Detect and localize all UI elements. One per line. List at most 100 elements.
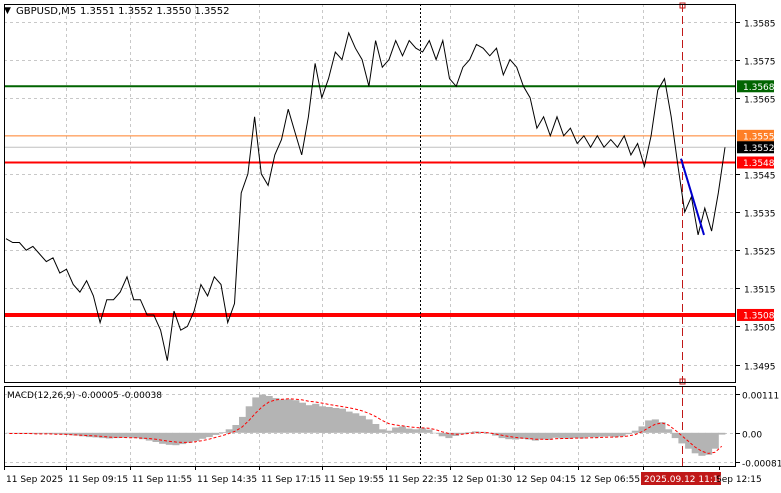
macd-histogram-bar bbox=[558, 432, 566, 439]
macd-histogram-bar bbox=[99, 432, 107, 439]
macd-histogram-bar bbox=[512, 432, 520, 440]
time-tick-label: 11 Sep 22:35 bbox=[388, 475, 448, 485]
macd-histogram-bar bbox=[611, 432, 619, 438]
macd-histogram-bar bbox=[398, 426, 406, 433]
level-price-label: 1.3568 bbox=[743, 83, 775, 93]
macd-histogram-bar bbox=[212, 432, 220, 435]
macd-histogram-bar bbox=[531, 432, 539, 441]
price-tick-label: 1.3575 bbox=[744, 58, 776, 68]
macd-histogram-bar bbox=[39, 432, 47, 434]
price-tick-label: 1.3585 bbox=[744, 20, 776, 30]
macd-histogram-bar bbox=[232, 425, 240, 433]
macd-histogram-bar bbox=[432, 432, 440, 434]
macd-panel-frame bbox=[4, 386, 736, 467]
macd-histogram-bar bbox=[392, 427, 400, 433]
macd-histogram-bar bbox=[272, 398, 280, 433]
macd-tick-label: 0.00 bbox=[742, 431, 762, 441]
macd-histogram-bar bbox=[312, 403, 320, 433]
price-line bbox=[5, 31, 726, 361]
macd-histogram-bar bbox=[65, 432, 73, 435]
macd-histogram-bar bbox=[185, 432, 193, 443]
macd-histogram-bar bbox=[352, 413, 360, 433]
macd-histogram-bar bbox=[472, 431, 480, 433]
macd-histogram-bar bbox=[105, 432, 113, 439]
macd-histogram-bar bbox=[265, 396, 273, 433]
price-tick-label: 1.3545 bbox=[744, 172, 776, 182]
collapse-triangle-icon[interactable]: ▼ bbox=[4, 6, 11, 16]
macd-histogram-bar bbox=[19, 432, 27, 434]
time-cursor-badge bbox=[641, 472, 721, 485]
macd-histogram-bar bbox=[219, 432, 227, 433]
macd-histogram-bar bbox=[691, 432, 699, 454]
level-price-badge bbox=[737, 80, 774, 93]
macd-histogram-bar bbox=[239, 416, 247, 433]
macd-panel bbox=[6, 394, 726, 456]
price-tick-label: 1.3495 bbox=[744, 363, 776, 373]
price-tick-label: 1.3515 bbox=[744, 286, 776, 296]
macd-histogram-bar bbox=[378, 429, 386, 433]
time-cursor-label: 2025.09.12 11:10 bbox=[644, 475, 725, 485]
macd-histogram-bar bbox=[671, 432, 679, 439]
chart-header: ▼ GBPUSD,M5 1.3551 1.3552 1.3550 1.3552 bbox=[4, 6, 230, 17]
macd-tick-label: -0.00081 bbox=[742, 460, 781, 470]
trend-segment[interactable] bbox=[680, 158, 705, 236]
current-price-badge bbox=[737, 141, 774, 154]
macd-histogram-bar bbox=[538, 432, 546, 440]
macd-histogram-bar bbox=[305, 405, 313, 433]
macd-histogram-bar bbox=[172, 432, 180, 446]
macd-histogram-bar bbox=[591, 432, 599, 438]
time-tick-label: 11 Sep 2025 bbox=[6, 475, 63, 485]
macd-histogram-bar bbox=[165, 432, 173, 445]
macd-histogram-bar bbox=[45, 432, 53, 434]
level-price-label: 1.3548 bbox=[743, 159, 775, 169]
price-series bbox=[5, 31, 726, 361]
price-axis: 1.3585 1.3575 1.3565 1.3545 1.3535 1.3525 1.35… bbox=[736, 20, 781, 470]
level-price-badge bbox=[737, 129, 774, 142]
level-price-label: 1.3555 bbox=[743, 132, 775, 142]
price-tick-label: 1.3525 bbox=[744, 248, 776, 258]
time-axis: 11 Sep 2025 11 Sep 09:15 11 Sep 11:55 11 Se… bbox=[4, 466, 762, 485]
macd-histogram-bar bbox=[465, 432, 473, 433]
macd-histogram-bar bbox=[651, 419, 659, 433]
macd-histogram-bar bbox=[92, 432, 100, 438]
macd-histogram-bar bbox=[631, 430, 639, 433]
macd-histogram-bar bbox=[358, 415, 366, 433]
macd-histogram-bar bbox=[85, 432, 93, 438]
macd-histogram-bar bbox=[571, 432, 579, 439]
macd-histogram-bar bbox=[292, 400, 300, 433]
macd-histogram-bar bbox=[139, 432, 147, 440]
time-tick-label: 11 Sep 17:15 bbox=[261, 475, 321, 485]
event-marker-handle[interactable] bbox=[679, 2, 686, 9]
event-marker-handle[interactable] bbox=[679, 378, 686, 385]
level-price-badge bbox=[737, 156, 774, 169]
macd-histogram-bar bbox=[425, 429, 433, 433]
current-price-label: 1.3552 bbox=[743, 144, 775, 154]
macd-histogram-bar bbox=[578, 432, 586, 439]
macd-histogram-bar bbox=[405, 428, 413, 433]
macd-tick-label: 0.00111 bbox=[742, 392, 779, 402]
macd-label: MACD(12,26,9) -0.00005 -0.00038 bbox=[7, 391, 162, 401]
macd-histogram-bar bbox=[52, 432, 60, 435]
time-tick-label: 12 Sep 06:55 bbox=[580, 475, 640, 485]
macd-histogram-bar bbox=[598, 432, 606, 437]
macd-histogram-bar bbox=[345, 411, 353, 433]
time-tick-label: 12 Sep 01:30 bbox=[452, 475, 512, 485]
macd-histogram-bar bbox=[545, 432, 553, 440]
price-tick-label: 1.3535 bbox=[744, 210, 776, 220]
time-tick-label: 12 Sep 04:15 bbox=[516, 475, 576, 485]
macd-histogram-bar bbox=[618, 432, 626, 437]
macd-histogram-bar bbox=[179, 432, 187, 445]
macd-signal-line bbox=[9, 398, 723, 454]
macd-histogram-bar bbox=[199, 432, 207, 439]
macd-histogram-bar bbox=[711, 432, 719, 449]
macd-histogram-bar bbox=[145, 432, 153, 441]
macd-histogram-bar bbox=[332, 408, 340, 433]
macd-histogram-bar bbox=[112, 432, 120, 439]
macd-histogram-bar bbox=[638, 426, 646, 433]
macd-histogram-bar bbox=[525, 432, 533, 440]
macd-histogram-bar bbox=[698, 432, 706, 456]
macd-histogram-bar bbox=[678, 432, 686, 444]
macd-histogram-bar bbox=[365, 419, 373, 433]
